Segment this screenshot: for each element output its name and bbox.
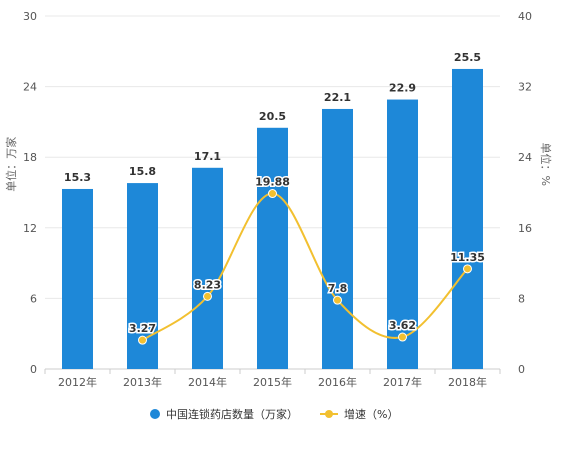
legend-bar-marker [150,409,160,419]
right-axis-tick-label: 16 [518,222,532,235]
right-axis-tick-label: 0 [518,363,525,376]
legend-bar-label: 中国连锁药店数量（万家） [166,407,298,421]
left-axis-tick-label: 30 [23,10,37,23]
bar [62,188,93,369]
bar [322,108,353,369]
bar-value-label: 15.3 [64,171,91,184]
right-axis-tick-label: 24 [518,151,532,164]
left-axis-tick-label: 12 [23,222,37,235]
bar-value-label: 22.1 [324,91,351,104]
line-value-label: 8.23 [194,278,221,291]
bar-value-label: 17.1 [194,150,221,163]
right-axis-title: 单位：% [539,143,553,186]
line-value-label: 7.8 [328,282,348,295]
bar-value-label: 25.5 [454,51,481,64]
bar [452,68,483,369]
line-point [203,291,212,301]
bar [192,167,223,369]
line-value-label: 3.62 [389,319,416,332]
x-axis-tick-label: 2015年 [253,375,292,389]
left-axis-tick-label: 0 [30,363,37,376]
x-axis-tick-label: 2016年 [318,375,357,389]
line-point [138,335,147,345]
right-axis-tick-label: 40 [518,10,532,23]
bar-value-label: 20.5 [259,110,286,123]
left-axis-tick-label: 24 [23,81,37,94]
right-axis-tick-label: 32 [518,81,532,94]
x-axis-tick-label: 2012年 [58,375,97,389]
line-value-label: 11.35 [450,251,485,264]
x-axis-tick-label: 2017年 [383,375,422,389]
data-labels: 15.3 15.8 17.1 20.5 22.1 22.9 25.5 3.27 8.23 19.8… [64,51,486,337]
x-axis-tick-label: 2018年 [448,375,487,389]
left-axis-tick-label: 6 [30,292,37,305]
line-series [138,189,472,345]
legend[interactable]: 中国连锁药店数量（万家） 增速（%） [150,407,398,421]
line-point [333,295,342,305]
line-value-label: 3.27 [129,322,156,335]
x-axis-tick-label: 2014年 [188,375,227,389]
right-axis-tick-label: 8 [518,292,525,305]
line-point [463,264,472,274]
bar [387,99,418,369]
left-axis-title: 单位：万家 [4,137,18,192]
legend-line-label: 增速（%） [344,407,398,421]
bar-series [62,68,483,370]
x-axis-tick-label: 2013年 [123,375,162,389]
line-value-label: 19.88 [255,176,290,189]
bar-value-label: 22.9 [389,82,416,95]
line-point [268,189,277,199]
growth-line [141,192,469,341]
axes: 0 6 12 18 24 30 0 8 16 24 32 40 单位：万家 单位：% 2012年 2013年 2… [4,10,553,389]
line-point [398,332,407,342]
bar [257,127,288,370]
bar-value-label: 15.8 [129,165,156,178]
legend-line-marker [325,410,333,418]
left-axis-tick-label: 18 [23,151,37,164]
